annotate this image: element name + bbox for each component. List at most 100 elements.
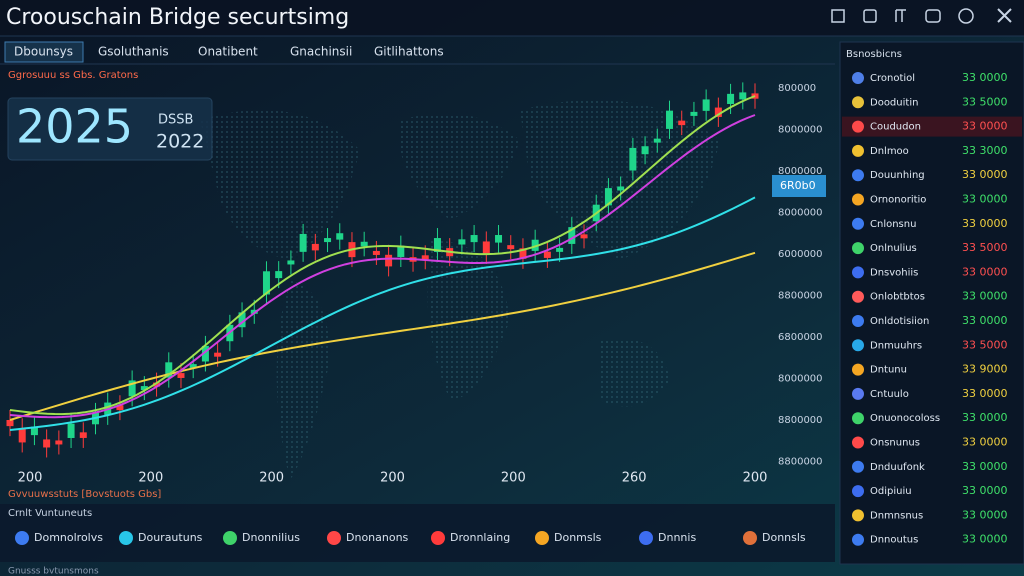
asset-row[interactable]: Dnsvohiis 33 0000	[852, 265, 1008, 279]
asset-value: 33 0000	[962, 217, 1008, 230]
asset-row[interactable]: Dnmuuhrs 33 5000	[852, 338, 1008, 352]
asset-name: Ornonoritio	[870, 195, 926, 206]
asset-row[interactable]: Cnlonsnu 33 0000	[852, 217, 1008, 230]
candle-body	[140, 386, 148, 391]
asset-icon	[852, 460, 864, 473]
year-sub: 2022	[156, 131, 204, 153]
icon[interactable]	[925, 9, 941, 23]
x-tick-label: 200	[138, 471, 163, 486]
y-tick-label: 8800000	[778, 415, 823, 426]
app-title: Croouschain Bridge securtsimg	[6, 5, 349, 30]
asset-value: 33 0000	[962, 290, 1008, 303]
icon[interactable]	[958, 8, 974, 24]
candle-body	[324, 238, 332, 243]
asset-row[interactable]: Onlnulius 33 5000	[852, 241, 1008, 255]
asset-row[interactable]: Onldotisiion 33 0000	[852, 314, 1008, 327]
tab[interactable]: Gitlihattons	[374, 45, 444, 59]
action-button[interactable]: Dourautuns	[119, 531, 203, 545]
asset-icon	[852, 436, 864, 449]
asset-icon	[852, 387, 864, 400]
candle-body	[678, 120, 686, 126]
asset-value: 33 3000	[962, 144, 1008, 157]
asset-row[interactable]: Onuonocoloss 33 0000	[852, 411, 1008, 425]
candle-body	[666, 110, 674, 129]
tab[interactable]: Gnachinsii	[290, 45, 352, 59]
action-button[interactable]: Dnonnilius	[223, 531, 300, 545]
x-tick-label: 200	[259, 471, 284, 486]
asset-row[interactable]: Dooduitin 33 5000	[852, 95, 1008, 109]
icon[interactable]	[895, 9, 906, 22]
asset-row[interactable]: Dnnoutus 33 0000	[852, 533, 1008, 546]
button-label: Dnonanons	[346, 531, 409, 544]
asset-icon	[852, 533, 864, 546]
candle-body	[201, 345, 209, 362]
asset-icon	[852, 96, 864, 109]
asset-row[interactable]: Dnmnsnus 33 0000	[852, 508, 1008, 522]
asset-value: 33 0000	[962, 411, 1008, 424]
asset-icon	[852, 509, 864, 522]
asset-row[interactable]: Cntuulo 33 0000	[852, 387, 1008, 400]
tab[interactable]: Gsoluthanis	[98, 45, 169, 59]
asset-row[interactable]: Dntunu 33 9000	[852, 363, 1008, 376]
y-tick-label: 800000	[778, 83, 816, 94]
moving-average	[9, 251, 756, 421]
button-row: Domnolrolvs Dourautuns Dnonnilius Dnonanons…	[15, 531, 806, 545]
candle-body	[165, 362, 173, 378]
candle-body	[727, 93, 735, 104]
asset-name: Dntunu	[870, 365, 907, 376]
asset-row[interactable]: Ornonoritio 33 0000	[852, 193, 1008, 206]
y-axis: 800000 8000000 8000000 8000000 6000000 880000…	[772, 83, 826, 468]
tab-bar: Dbounsys Gsoluthanis Onatibent Gnachinsii Gi…	[4, 41, 444, 63]
action-button[interactable]: Dnonanons	[327, 531, 409, 545]
action-button[interactable]: Dronnlaing	[431, 531, 510, 545]
tab[interactable]: Dbounsys	[14, 45, 73, 59]
asset-name: Onldotisiion	[870, 316, 929, 327]
icon[interactable]	[831, 9, 845, 23]
asset-row[interactable]: Coududon 33 0000	[842, 116, 1022, 137]
asset-row[interactable]: Onlobtbtos 33 0000	[852, 290, 1008, 303]
asset-icon	[852, 363, 864, 376]
button-label: Donmsls	[554, 531, 602, 544]
tab[interactable]: Onatibent	[198, 45, 258, 59]
candle-body	[531, 239, 539, 251]
candle-body	[519, 248, 527, 259]
action-button[interactable]: Domnolrolvs	[15, 531, 103, 545]
asset-row[interactable]: Dnduufonk 33 0000	[852, 460, 1008, 473]
side-title: Bsnosbicns	[846, 49, 902, 60]
asset-row[interactable]: Onsnunus 33 0000	[852, 436, 1008, 449]
asset-row[interactable]: Odipiuiu 33 0000	[852, 484, 1008, 498]
action-button[interactable]: Dnnnis	[639, 531, 696, 545]
button-icon	[223, 531, 237, 545]
asset-icon	[852, 120, 864, 133]
asset-value: 33 0000	[962, 168, 1008, 181]
action-button[interactable]: Donnsls	[743, 531, 806, 545]
close-button[interactable]	[997, 8, 1012, 23]
button-label: Dronnlaing	[450, 531, 510, 544]
footer: Gnusss bvtunsmons	[8, 567, 99, 576]
asset-value: 33 0000	[962, 508, 1008, 521]
candle-body	[495, 235, 503, 243]
candle-body	[604, 188, 612, 206]
candle-body	[287, 260, 295, 265]
candle-body	[629, 147, 637, 171]
asset-row[interactable]: Douunhing 33 0000	[852, 168, 1008, 182]
x-tick-label: 200	[380, 471, 405, 486]
asset-row[interactable]: Dnlmoo 33 3000	[852, 144, 1008, 157]
asset-icon	[852, 412, 864, 425]
year-main: 2025	[16, 100, 133, 154]
bottom-heading: Crnlt Vuntuneuts	[8, 508, 92, 519]
asset-value: 33 9000	[962, 363, 1008, 376]
moving-average	[9, 95, 756, 416]
candle-body	[568, 227, 576, 244]
action-button[interactable]: Donmsls	[535, 531, 602, 545]
price-chart	[6, 82, 759, 458]
candle-body	[641, 146, 649, 155]
icon[interactable]	[863, 9, 877, 23]
candle-body	[739, 92, 747, 100]
header-bar	[0, 0, 1024, 36]
year-box	[7, 97, 213, 161]
asset-row[interactable]: Cronotiol 33 0000	[852, 71, 1008, 84]
asset-name: Dnnoutus	[870, 535, 918, 546]
asset-value: 33 0000	[962, 120, 1008, 133]
